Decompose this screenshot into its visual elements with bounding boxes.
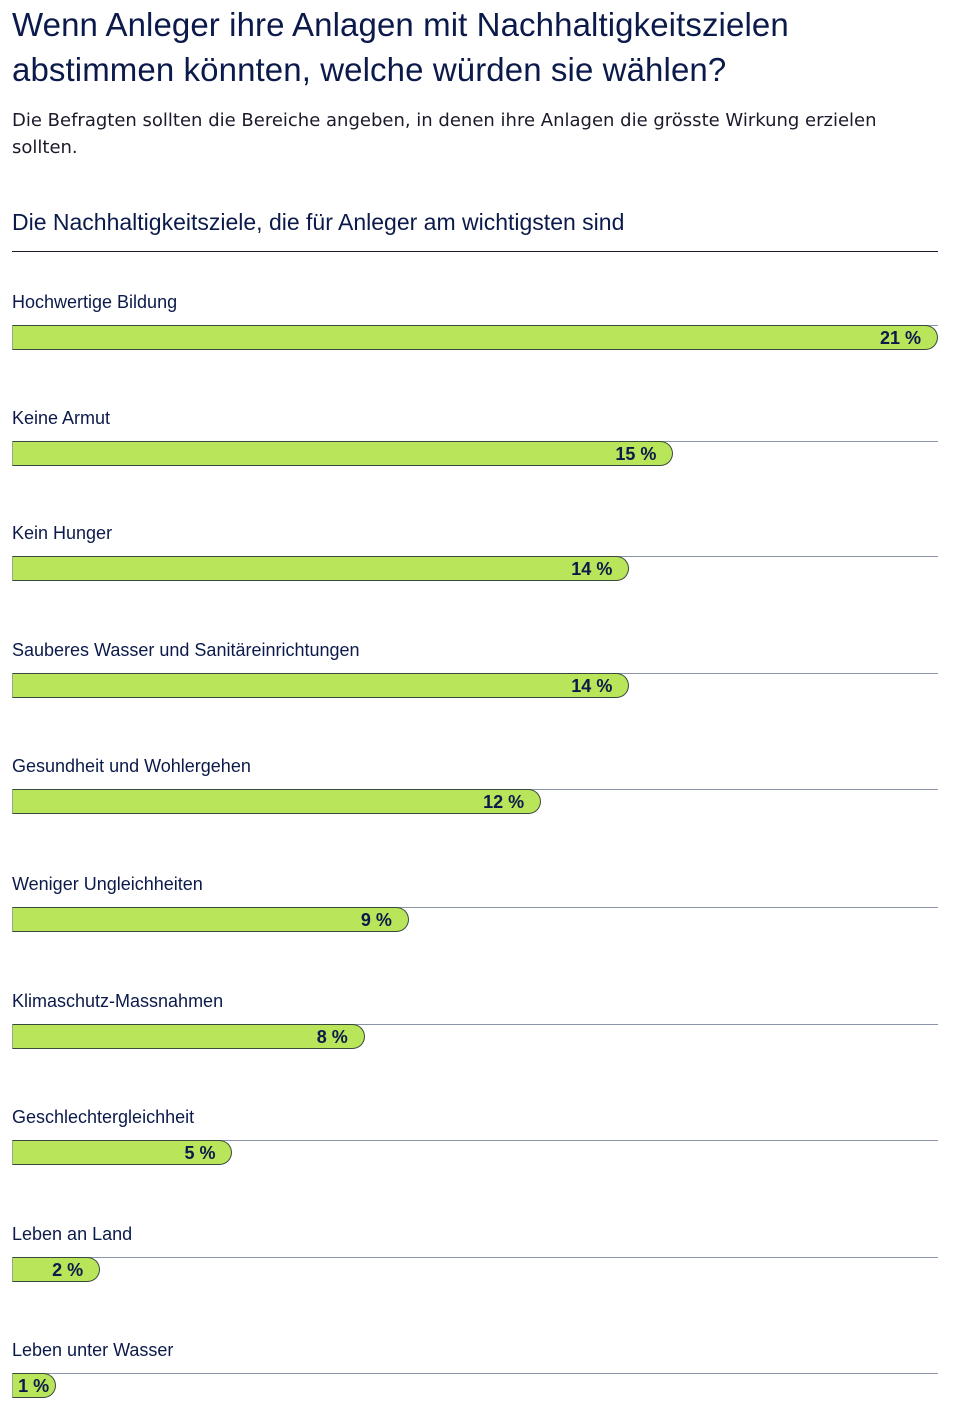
category-label: Geschlechtergleichheit [12, 1107, 195, 1127]
chart-row: Sauberes Wasser und Sanitäreinrichtungen… [12, 638, 938, 718]
chart-title: Die Nachhaltigkeitsziele, die für Anlege… [12, 209, 625, 235]
bar: 8 % [12, 1024, 365, 1049]
category-label: Weniger Ungleichheiten [12, 874, 203, 894]
bar-track [12, 1373, 938, 1374]
chart-row: Gesundheit und Wohlergehen 12 % [12, 754, 938, 834]
bar: 15 % [12, 441, 674, 466]
bar-value-label: 5 % [184, 1143, 216, 1163]
chart-row: Keine Armut 15 % [12, 406, 938, 486]
chart-row: Geschlechtergleichheit 5 % [12, 1105, 938, 1185]
bar: 14 % [12, 673, 630, 698]
bar: 21 % [12, 325, 938, 350]
bar: 12 % [12, 789, 542, 814]
bar-value-label: 12 % [483, 792, 525, 812]
category-label: Keine Armut [12, 408, 111, 428]
bar-value-label: 14 % [571, 676, 613, 696]
category-label: Sauberes Wasser und Sanitäreinrichtungen [12, 640, 360, 660]
chart-row: Leben unter Wasser 1 % [12, 1338, 938, 1418]
page-subtitle: Die Befragten sollten die Bereiche angeb… [12, 110, 877, 158]
bar: 9 % [12, 907, 409, 932]
bar-track [12, 1024, 938, 1025]
bar: 1 % [12, 1373, 57, 1398]
bar-value-label: 1 % [18, 1376, 50, 1396]
title-divider [12, 251, 938, 252]
bar: 2 % [12, 1257, 101, 1282]
bar-value-label: 21 % [879, 328, 921, 348]
bar-value-label: 14 % [571, 559, 613, 579]
bar-value-label: 15 % [615, 444, 657, 464]
page-title: Wenn Anleger ihre Anlagen mit Nachhaltig… [12, 6, 789, 88]
bar-value-label: 2 % [52, 1260, 84, 1280]
bar-value-label: 9 % [360, 910, 392, 930]
category-label: Kein Hunger [12, 523, 113, 543]
chart-row: Kein Hunger 14 % [12, 521, 938, 601]
bar: 14 % [12, 556, 630, 581]
category-label: Leben unter Wasser [12, 1340, 174, 1360]
bar-track [12, 1140, 938, 1141]
category-label: Hochwertige Bildung [12, 292, 178, 312]
chart-row: Weniger Ungleichheiten 9 % [12, 872, 938, 952]
bar-track [12, 1257, 938, 1258]
bar-value-label: 8 % [316, 1027, 348, 1047]
category-label: Leben an Land [12, 1224, 133, 1244]
bar: 5 % [12, 1140, 233, 1165]
chart-row: Leben an Land 2 % [12, 1222, 938, 1302]
category-label: Klimaschutz-Massnahmen [12, 991, 224, 1011]
chart-row: Hochwertige Bildung 21 % [12, 290, 938, 370]
bar-track [12, 907, 938, 908]
chart-row: Klimaschutz-Massnahmen 8 % [12, 989, 938, 1069]
category-label: Gesundheit und Wohlergehen [12, 756, 251, 776]
